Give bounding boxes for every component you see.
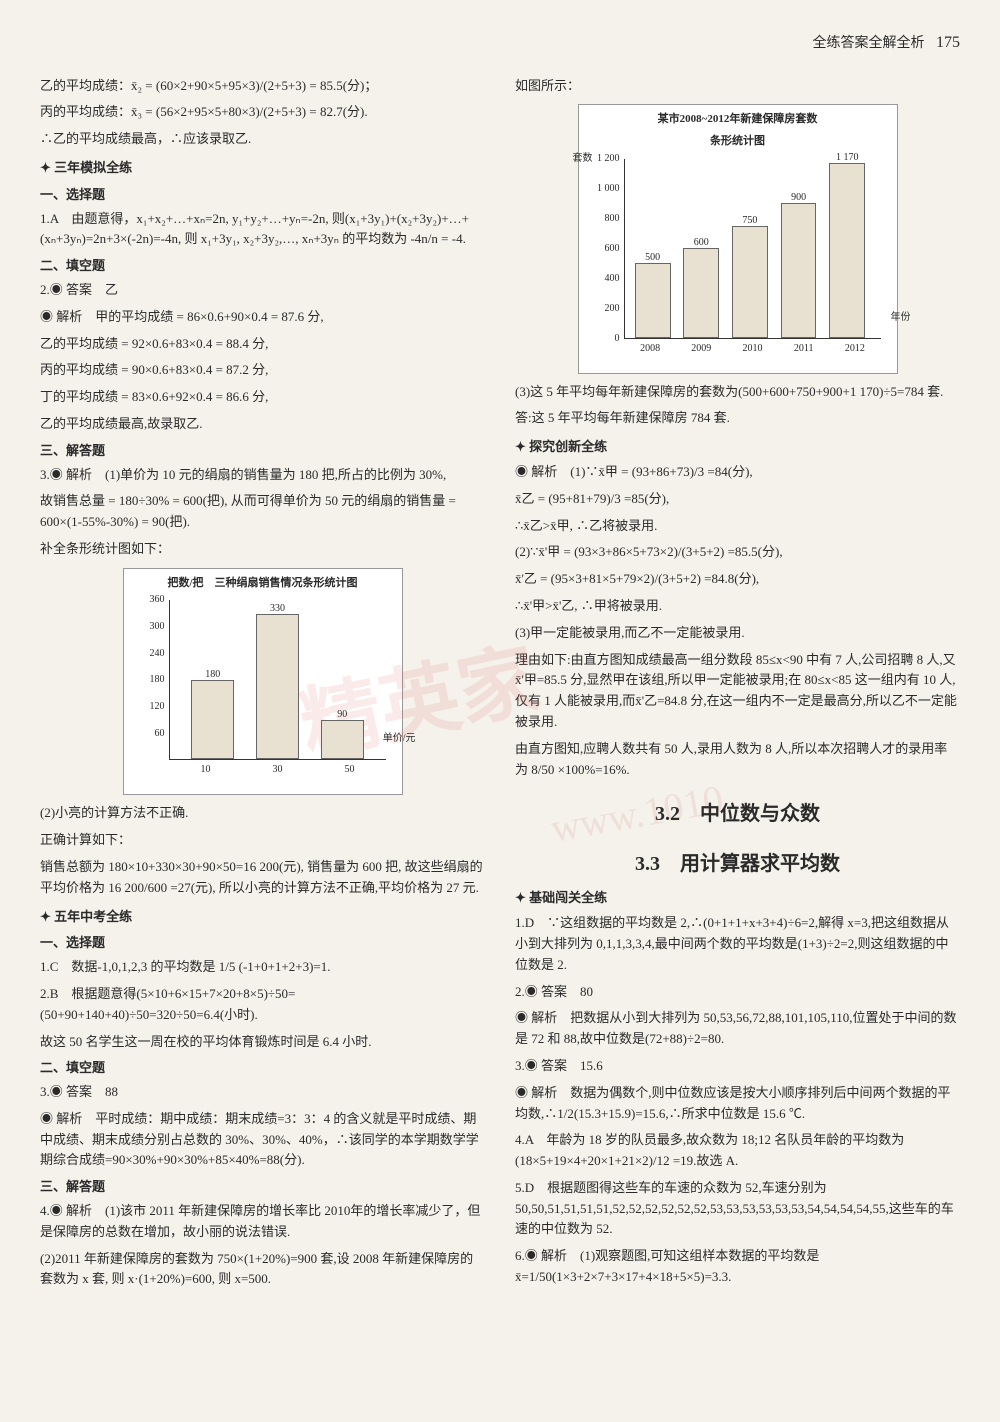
solution-text: 故这 50 名学生这一周在校的平均体育锻炼时间是 6.4 小时. xyxy=(40,1032,485,1053)
x-axis-label: 年份 xyxy=(891,310,911,326)
solution-text: 4.A 年龄为 18 岁的队员最多,故众数为 18;12 名队员年龄的平均数为 … xyxy=(515,1130,960,1172)
answer-line: 3.◉ 答案 88 xyxy=(40,1082,485,1103)
solution-text: 6.◉ 解析 (1)观察题图,可知这组样本数据的平均数是 x̄=1/50(1×3… xyxy=(515,1246,960,1288)
solution-text: 1.C 数据-1,0,1,2,3 的平均数是 1/5 (-1+0+1+2+3)=… xyxy=(40,957,485,978)
bar-chart-plot: 套数 0 200 400 600 800 1 000 1 200 500 600… xyxy=(585,159,891,359)
solution-text: 2.B 根据题意得(5×10+6×15+7×20+8×5)÷50=(50+90+… xyxy=(40,984,485,1026)
bar-chart-plot: 60 120 180 240 300 360 180 330 90 单价/元 1… xyxy=(130,600,396,780)
sub-heading: 三、解答题 xyxy=(40,441,485,462)
solution-text: 理由如下:由直方图知成绩最高一组分数段 85≤x<90 中有 7 人,公司招聘 … xyxy=(515,650,960,733)
solution-text: (2)∵x̄'甲 = (93×3+86×5+73×2)/(3+5+2) =85.… xyxy=(515,542,960,563)
section-heading: 五年中考全练 xyxy=(40,907,485,928)
solution-text: x̄'乙 = (95×3+81×5+79×2)/(3+5+2) =84.8(分)… xyxy=(515,569,960,590)
solution-text: (3)这 5 年平均每年新建保障房的套数为(500+600+750+900+1 … xyxy=(515,382,960,403)
solution-text: ∴x̄乙>x̄甲, ∴乙将被录用. xyxy=(515,516,960,537)
sub-heading: 二、填空题 xyxy=(40,1058,485,1079)
sub-heading: 二、填空题 xyxy=(40,256,485,277)
sub-heading: 一、选择题 xyxy=(40,933,485,954)
solution-text: 5.D 根据题图得这些车的车速的众数为 52,车速分别为 50,50,51,51… xyxy=(515,1178,960,1240)
text-line: ∴乙的平均成绩最高，∴应该录取乙. xyxy=(40,129,485,150)
chart-title: 某市2008~2012年新建保障房套数 xyxy=(585,111,891,129)
solution-text: ◉ 解析 甲的平均成绩 = 86×0.6+90×0.4 = 87.6 分, xyxy=(40,307,485,328)
solution-text: 4.◉ 解析 (1)该市 2011 年新建保障房的增长率比 2010年的增长率减… xyxy=(40,1201,485,1243)
solution-text: ◉ 解析 把数据从小到大排列为 50,53,56,72,88,101,105,1… xyxy=(515,1008,960,1050)
chart-title: 把数/把 三种绢扇销售情况条形统计图 xyxy=(130,575,396,593)
chapter-title: 3.2 中位数与众数 xyxy=(515,798,960,830)
section-heading: 基础闯关全练 xyxy=(515,888,960,909)
solution-text: 补全条形统计图如下： xyxy=(40,539,485,560)
bar-chart-housing: 某市2008~2012年新建保障房套数 条形统计图 套数 0 200 400 6… xyxy=(578,104,898,373)
solution-text: x̄乙 = (95+81+79)/3 =85(分), xyxy=(515,489,960,510)
answer-line: 2.◉ 答案 乙 xyxy=(40,280,485,301)
solution-text: 答:这 5 年平均每年新建保障房 784 套. xyxy=(515,408,960,429)
solution-text: 丁的平均成绩 = 83×0.6+92×0.4 = 86.6 分, xyxy=(40,387,485,408)
solution-text: 销售总额为 180×10+330×30+90×50=16 200(元), 销售量… xyxy=(40,857,485,899)
solution-text: ◉ 解析 平时成绩：期中成绩：期末成绩=3：3：4 的含义就是平时成绩、期中成绩… xyxy=(40,1109,485,1171)
solution-text: ◉ 解析 数据为偶数个,则中位数应该是按大小顺序排列后中间两个数据的平均数,∴1… xyxy=(515,1083,960,1125)
answer-line: 2.◉ 答案 80 xyxy=(515,982,960,1003)
solution-text: 乙的平均成绩 = 92×0.6+83×0.4 = 88.4 分, xyxy=(40,334,485,355)
solution-text: ◉ 解析 (1)∵x̄甲 = (93+86+73)/3 =84(分), xyxy=(515,462,960,483)
solution-text: ∴x̄'甲>x̄'乙, ∴甲将被录用. xyxy=(515,596,960,617)
page-header: 全练答案全解全析 175 xyxy=(40,30,960,56)
header-title: 全练答案全解全析 xyxy=(813,36,925,51)
page-number: 175 xyxy=(936,34,960,51)
section-heading: 探究创新全练 xyxy=(515,437,960,458)
solution-text: 故销售总量 = 180÷30% = 600(把), 从而可得单价为 50 元的绢… xyxy=(40,491,485,533)
text-line: 丙的平均成绩：x̄₃ = (56×2+95×5+80×3)/(2+5+3) = … xyxy=(40,102,485,123)
x-axis-label: 单价/元 xyxy=(383,731,416,747)
solution-text: 乙的平均成绩最高,故录取乙. xyxy=(40,414,485,435)
bar-chart-fans: 把数/把 三种绢扇销售情况条形统计图 60 120 180 240 300 36… xyxy=(123,568,403,796)
chart-subtitle: 条形统计图 xyxy=(585,133,891,151)
solution-text: (2)2011 年新建保障房的套数为 750×(1+20%)=900 套,设 2… xyxy=(40,1249,485,1291)
section-heading: 三年模拟全练 xyxy=(40,158,485,179)
text-line: 如图所示： xyxy=(515,76,960,97)
solution-text: (3)甲一定能被录用,而乙不一定能被录用. xyxy=(515,623,960,644)
two-column-layout: 乙的平均成绩：x̄₂ = (60×2+90×5+95×3)/(2+5+3) = … xyxy=(40,76,960,1297)
sub-heading: 三、解答题 xyxy=(40,1177,485,1198)
solution-text: 正确计算如下： xyxy=(40,830,485,851)
left-column: 乙的平均成绩：x̄₂ = (60×2+90×5+95×3)/(2+5+3) = … xyxy=(40,76,485,1297)
sub-heading: 一、选择题 xyxy=(40,185,485,206)
solution-text: 1.D ∵这组数据的平均数是 2,∴(0+1+1+x+3+4)÷6=2,解得 x… xyxy=(515,913,960,975)
solution-text: (2)小亮的计算方法不正确. xyxy=(40,803,485,824)
chapter-title: 3.3 用计算器求平均数 xyxy=(515,848,960,880)
solution-text: 由直方图知,应聘人数共有 50 人,录用人数为 8 人,所以本次招聘人才的录用率… xyxy=(515,739,960,781)
solution-text: 1.A 由题意得，x₁+x₂+…+xₙ=2n, y₁+y₂+…+yₙ=-2n, … xyxy=(40,209,485,251)
solution-text: 3.◉ 解析 (1)单价为 10 元的绢扇的销售量为 180 把,所占的比例为 … xyxy=(40,465,485,486)
answer-line: 3.◉ 答案 15.6 xyxy=(515,1056,960,1077)
text-line: 乙的平均成绩：x̄₂ = (60×2+90×5+95×3)/(2+5+3) = … xyxy=(40,76,485,97)
solution-text: 丙的平均成绩 = 90×0.6+83×0.4 = 87.2 分, xyxy=(40,360,485,381)
right-column: 如图所示： 某市2008~2012年新建保障房套数 条形统计图 套数 0 200… xyxy=(515,76,960,1297)
